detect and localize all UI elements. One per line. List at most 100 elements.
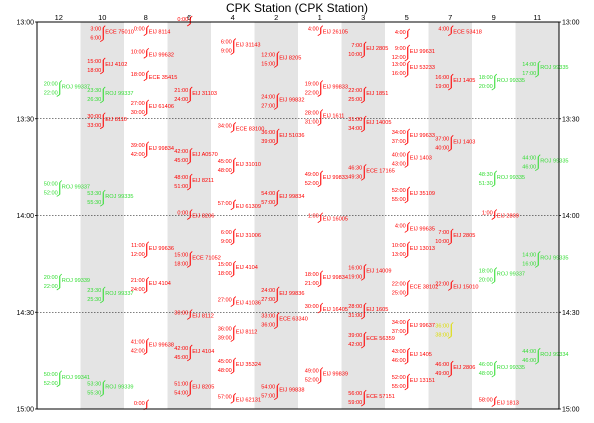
event-time: 6:00 bbox=[221, 40, 232, 46]
train-event: 18:00 ECE 35415 bbox=[131, 70, 177, 82]
event-label: EIJ 35324 bbox=[236, 362, 261, 368]
event-bracket-tick bbox=[187, 265, 191, 268]
event-bracket-tick bbox=[317, 123, 321, 126]
event-bracket-tick bbox=[491, 374, 495, 378]
event-bracket-tick bbox=[450, 228, 454, 232]
event-bracket-tick bbox=[100, 203, 104, 207]
event-time: 56:00 bbox=[348, 391, 362, 397]
event-time: 1:00 bbox=[308, 214, 319, 220]
event-time: 39:00 bbox=[218, 336, 232, 342]
event-bracket-tick bbox=[233, 122, 237, 125]
event-bracket-tick bbox=[274, 203, 278, 207]
event-bracket-tick bbox=[320, 302, 324, 306]
event-bracket-tick bbox=[494, 73, 498, 77]
event-label: EIJ 99638 bbox=[149, 343, 174, 349]
event-bracket-tick bbox=[448, 288, 452, 291]
train-event: 28:00 31:00 EIJ 1605 bbox=[348, 302, 388, 320]
event-bracket-tick bbox=[320, 270, 324, 274]
event-time: 46:00 bbox=[392, 358, 406, 364]
event-time: 52:00 bbox=[305, 378, 319, 384]
event-bracket-tick bbox=[230, 371, 234, 375]
event-time: 34:00 bbox=[392, 320, 406, 326]
train-event: 52:00 55:00 EIJ 13151 bbox=[392, 373, 435, 391]
train-event: 57:00 EIJ 62131 bbox=[218, 393, 261, 404]
event-bracket-tick bbox=[189, 209, 193, 212]
train-event: 56:00 59:00 ECE 57151 bbox=[348, 389, 395, 407]
event-bracket-tick bbox=[537, 60, 541, 64]
event-label: EIJ 51036 bbox=[279, 133, 304, 139]
event-bracket-tick bbox=[491, 404, 495, 407]
event-label: EIJ 2805 bbox=[366, 46, 388, 52]
event-label: EIJ 1403 bbox=[453, 139, 475, 145]
event-time: 12:00 bbox=[131, 252, 145, 258]
event-label: ECE 56359 bbox=[366, 336, 395, 342]
event-bracket-tick bbox=[535, 361, 539, 365]
event-time: 37:00 bbox=[435, 136, 449, 142]
train-event: 48:30 51:30 ROJ 99335 bbox=[479, 170, 525, 188]
event-bracket-tick bbox=[448, 87, 452, 91]
event-time: 46:00 bbox=[435, 362, 449, 368]
event-time: 23:30 bbox=[87, 88, 101, 94]
event-bracket-tick bbox=[143, 290, 147, 294]
tick-left-1400: 14:00 bbox=[16, 213, 34, 220]
train-event: 24:00 27:00 EIJ 99832 bbox=[261, 93, 304, 110]
event-bracket-tick bbox=[407, 128, 411, 132]
event-label: EIJ 61406 bbox=[149, 104, 174, 110]
event-time: 1:00 bbox=[482, 211, 493, 217]
event-bracket-tick bbox=[59, 180, 63, 183]
event-label: ROJ 99335 bbox=[540, 255, 568, 261]
event-bracket-tick bbox=[317, 94, 321, 97]
event-bracket-tick bbox=[189, 173, 193, 177]
train-event: 30:00 33:00 EIJ 8110 bbox=[87, 112, 127, 130]
train-event: 21:00 24:00 EIJ 31103 bbox=[174, 86, 217, 104]
train-event: 43:00 46:00 EIJ 1405 bbox=[392, 347, 432, 365]
event-label: EIJ 1403 bbox=[410, 155, 432, 161]
event-bracket-tick bbox=[407, 151, 411, 154]
event-bracket-tick bbox=[537, 154, 541, 157]
event-bracket-tick bbox=[59, 370, 63, 374]
event-bracket-tick bbox=[404, 387, 408, 391]
train-event: 50:00 52:00 ROJ 99341 bbox=[44, 370, 90, 388]
event-time: 51:00 bbox=[174, 381, 188, 387]
event-time: 22:00 bbox=[435, 281, 449, 287]
event-bracket-tick bbox=[491, 87, 495, 91]
event-bracket-tick bbox=[146, 399, 150, 403]
event-bracket-tick bbox=[494, 396, 498, 399]
event-time: 51:00 bbox=[174, 184, 188, 190]
event-time: 43:00 bbox=[392, 161, 406, 167]
event-bracket-tick bbox=[363, 115, 367, 119]
event-time: 21:00 bbox=[131, 278, 145, 284]
event-label: EIJ 99834 bbox=[323, 275, 348, 281]
event-label: ECE 71052 bbox=[192, 255, 221, 261]
event-label: ECE 17165 bbox=[366, 168, 395, 174]
event-bracket-tick bbox=[274, 65, 278, 68]
event-bracket-tick bbox=[143, 352, 147, 355]
train-event: 50:00 52:00 ROJ 99337 bbox=[44, 180, 90, 197]
tick-left-1430: 14:30 bbox=[16, 310, 34, 317]
train-event: 19:00 22:00 EIJ 99833 bbox=[305, 80, 348, 97]
event-label: EIJ 53233 bbox=[410, 65, 435, 71]
event-bracket-tick bbox=[363, 86, 367, 90]
event-time: 38:00 bbox=[435, 332, 449, 338]
train-event: 16:00 19:00 EIJ 1405 bbox=[435, 73, 475, 91]
event-label: ROJ 99335 bbox=[497, 78, 525, 84]
event-time: 42:00 bbox=[174, 149, 188, 155]
train-event: 49:00 52:00 EIJ 99833 bbox=[305, 170, 348, 188]
event-bracket-tick bbox=[448, 33, 452, 37]
event-label: EIJ 99833 bbox=[323, 175, 348, 181]
event-label: ROJ 99337 bbox=[497, 272, 525, 278]
track-label-1: 1 bbox=[318, 13, 322, 22]
train-event: 0:00 EIJ 8206 bbox=[177, 209, 214, 220]
event-label: EIJ 31103 bbox=[192, 91, 217, 97]
event-bracket-tick bbox=[189, 15, 193, 19]
event-label: EIJ 99834 bbox=[279, 194, 304, 200]
event-bracket-tick bbox=[100, 100, 104, 104]
event-time: 52:00 bbox=[392, 188, 406, 194]
tick-right-1500: 15:00 bbox=[562, 407, 580, 414]
event-bracket-tick bbox=[143, 113, 147, 117]
event-time: 53:30 bbox=[87, 381, 101, 387]
train-event: 54:00 57:00 EIJ 99834 bbox=[261, 189, 304, 207]
event-time: 20:00 bbox=[479, 278, 493, 284]
event-bracket-tick bbox=[404, 74, 408, 78]
